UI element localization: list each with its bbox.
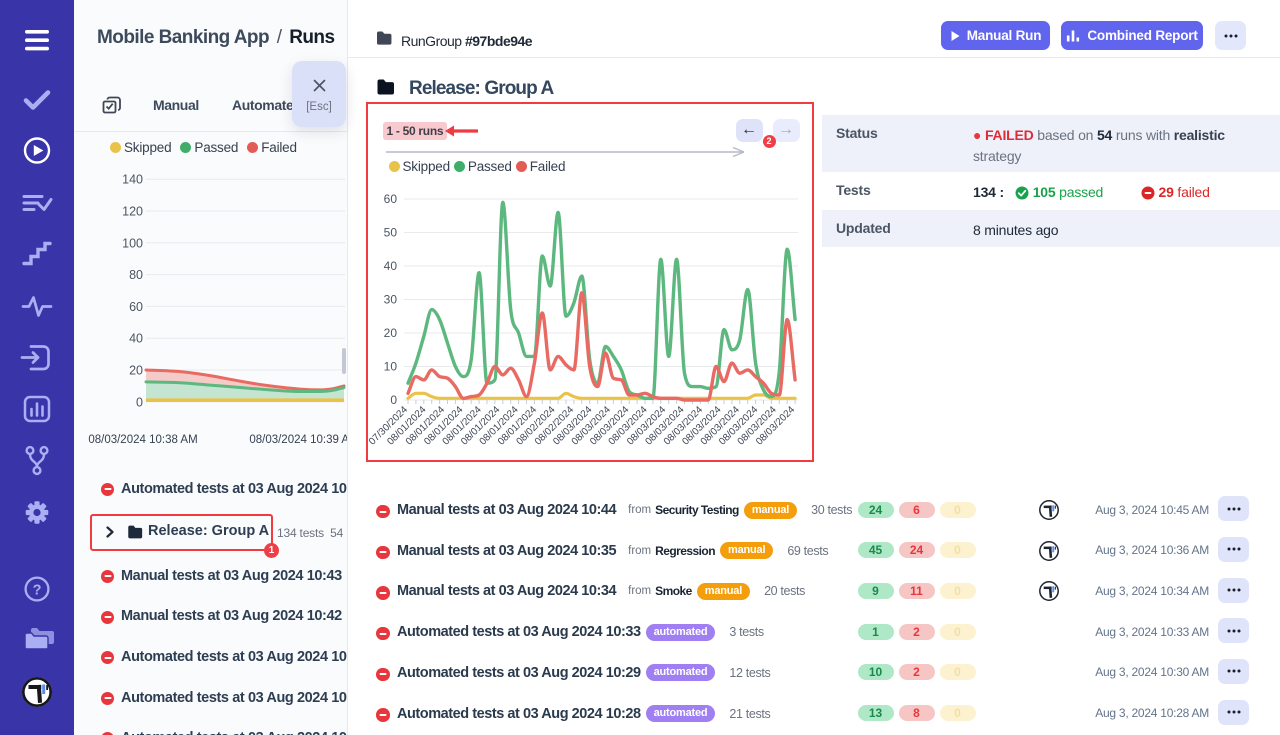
svg-text:10: 10 xyxy=(384,360,398,374)
svg-text:60: 60 xyxy=(129,300,143,314)
svg-text:?: ? xyxy=(33,583,42,599)
svg-text:50: 50 xyxy=(384,226,398,240)
svg-text:80: 80 xyxy=(129,268,143,282)
svg-text:60: 60 xyxy=(384,192,398,206)
svg-text:08/03/2024 10:39 AM: 08/03/2024 10:39 AM xyxy=(249,434,348,446)
svg-text:100: 100 xyxy=(122,236,143,250)
svg-text:120: 120 xyxy=(122,205,143,219)
svg-text:140: 140 xyxy=(122,173,143,187)
svg-text:40: 40 xyxy=(129,332,143,346)
svg-text:40: 40 xyxy=(384,259,398,273)
svg-text:20: 20 xyxy=(384,326,398,340)
svg-text:0: 0 xyxy=(136,395,143,409)
svg-text:20: 20 xyxy=(129,364,143,378)
svg-text:0: 0 xyxy=(390,393,397,407)
svg-text:30: 30 xyxy=(384,293,398,307)
svg-text:08/03/2024 10:38 AM: 08/03/2024 10:38 AM xyxy=(88,434,197,446)
